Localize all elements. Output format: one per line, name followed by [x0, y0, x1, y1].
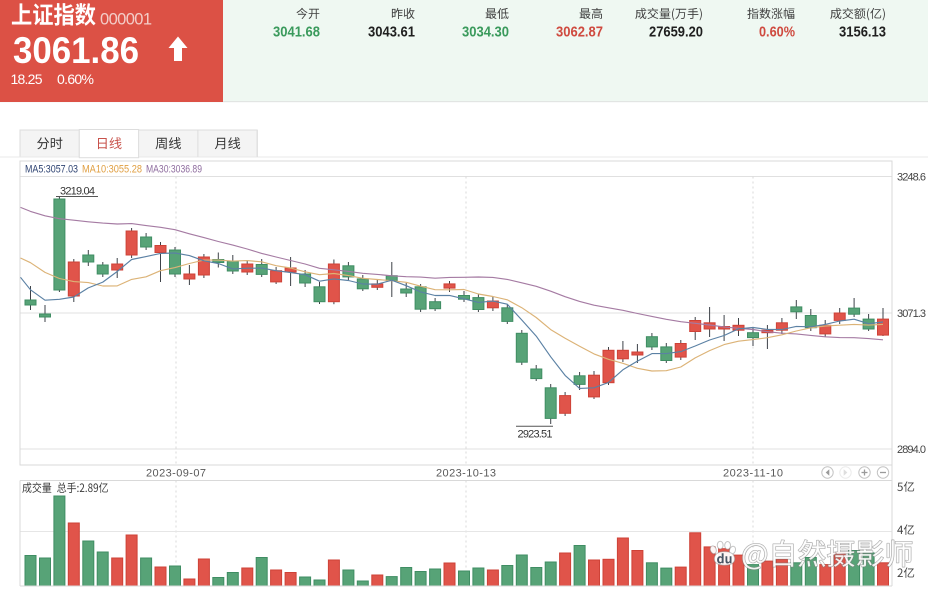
svg-text:18.25: 18.25 — [11, 71, 43, 87]
svg-text:27659.20: 27659.20 — [649, 25, 703, 41]
svg-text:2023-11-10: 2023-11-10 — [723, 468, 783, 480]
svg-text:2923.51: 2923.51 — [518, 429, 553, 441]
svg-text:3061.86: 3061.86 — [13, 29, 139, 71]
svg-text:0.60%: 0.60% — [759, 25, 795, 41]
svg-text:MA30:3036.89: MA30:3036.89 — [146, 164, 202, 176]
svg-text:000001: 000001 — [100, 11, 152, 29]
svg-text:3034.30: 3034.30 — [462, 25, 509, 41]
svg-text:MA10:3055.28: MA10:3055.28 — [82, 164, 142, 176]
svg-text:0.60%: 0.60% — [57, 71, 94, 87]
svg-text:2023-09-07: 2023-09-07 — [146, 468, 206, 480]
svg-text:3043.61: 3043.61 — [368, 25, 415, 41]
svg-text:3248.6: 3248.6 — [897, 172, 926, 184]
svg-text:3219.04: 3219.04 — [60, 186, 95, 198]
svg-text:2023-10-13: 2023-10-13 — [436, 468, 496, 480]
svg-text:3156.13: 3156.13 — [839, 25, 886, 41]
svg-text:3062.87: 3062.87 — [556, 25, 603, 41]
svg-text:2894.0: 2894.0 — [897, 444, 926, 456]
svg-text:3041.68: 3041.68 — [273, 25, 320, 41]
svg-text:MA5:3057.03: MA5:3057.03 — [25, 164, 78, 176]
svg-text:3071.3: 3071.3 — [897, 308, 926, 320]
